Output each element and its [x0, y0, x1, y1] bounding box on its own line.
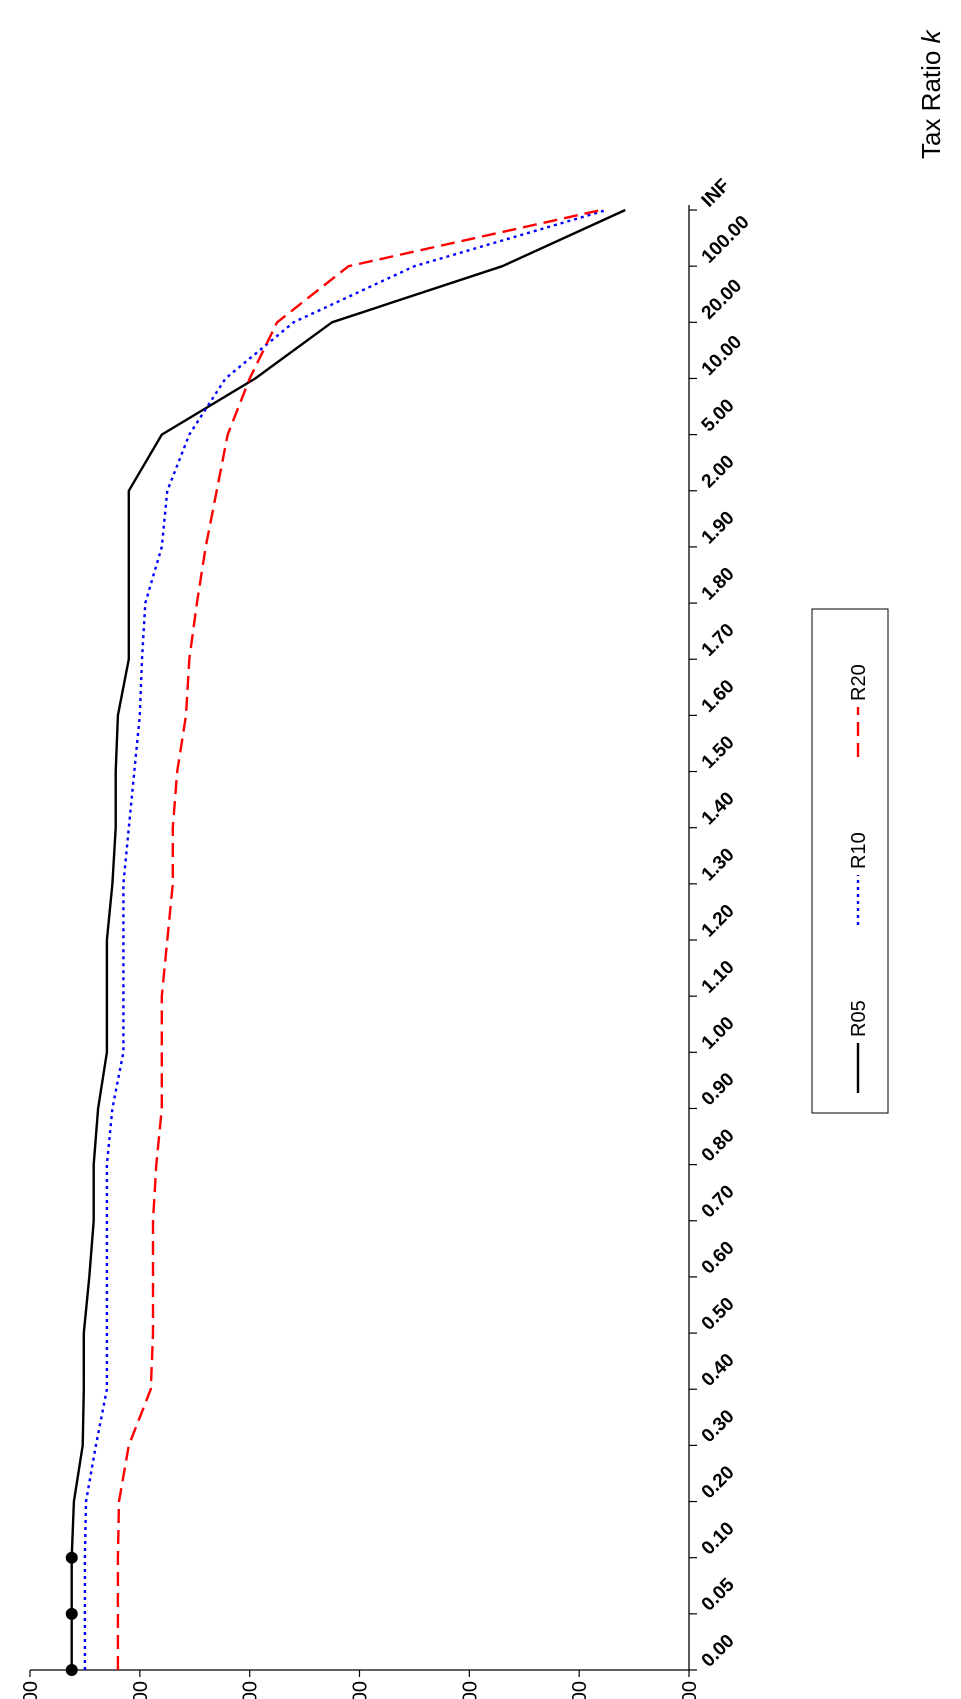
- x-tick-label: 1.00: [698, 1013, 739, 1054]
- x-tick-label: 5.00: [698, 395, 739, 436]
- x-tick-label: 100.00: [698, 212, 754, 268]
- series-lines: [70, 208, 626, 1670]
- legend-label-r10: R10: [848, 832, 870, 869]
- y-tick-label: 0.400: [679, 1681, 701, 1699]
- y-ticks: 0.400 0.500 0.600 0.700 0.800 0.900 1.000: [20, 1670, 701, 1699]
- x-tick-label: 1.50: [698, 732, 739, 773]
- x-tick-label: 0.60: [698, 1237, 739, 1278]
- series-marker: [65, 1551, 78, 1564]
- x-tick-label: 0.30: [698, 1406, 739, 1447]
- series-markers: [65, 1551, 78, 1676]
- x-tick-label: 1.10: [698, 957, 739, 998]
- x-tick-label: 0.40: [698, 1350, 739, 1391]
- series-marker: [65, 1607, 78, 1620]
- x-tick-label: 0.00: [698, 1631, 739, 1672]
- x-tick-label: 0.80: [698, 1125, 739, 1166]
- x-tick-label: 1.90: [698, 507, 739, 548]
- x-tick-label: 0.70: [698, 1181, 739, 1222]
- series-line-r05: [70, 208, 626, 1670]
- y-tick-label: 0.700: [350, 1681, 372, 1699]
- x-tick-label: 0.20: [698, 1462, 739, 1503]
- x-tick-label: 1.60: [698, 676, 739, 717]
- y-tick-label: 0.900: [130, 1681, 152, 1699]
- x-tick-label: 1.40: [698, 788, 739, 829]
- chart-title-italic: k: [916, 28, 946, 43]
- x-tick-label: 2.00: [698, 451, 739, 492]
- chart-title: Tax Ratio k: [916, 28, 946, 159]
- legend-box: [811, 608, 889, 1114]
- series-marker: [65, 1664, 78, 1676]
- legend-label-r20: R20: [848, 664, 870, 701]
- series-line-r10: [83, 208, 607, 1670]
- y-tick-label: 0.500: [569, 1681, 591, 1699]
- series-line-r20: [116, 208, 602, 1670]
- x-tick-label: 0.05: [698, 1574, 739, 1615]
- y-tick-label: 0.600: [459, 1681, 481, 1699]
- x-tick-label: 10.00: [698, 332, 746, 380]
- x-tick-label: 1.80: [698, 564, 739, 605]
- x-tick-label: 0.90: [698, 1069, 739, 1110]
- x-tick-label: 1.30: [698, 844, 739, 885]
- plot-area: 0.400 0.500 0.600 0.700 0.800 0.900 1.000 0.00…: [20, 28, 946, 1699]
- legend: R05 R10 R20: [811, 608, 889, 1114]
- x-tick-label: 20.00: [698, 275, 746, 323]
- legend-label-r05: R05: [848, 1000, 870, 1037]
- x-tick-label: 1.20: [698, 901, 739, 942]
- x-tick-label: 0.10: [698, 1518, 739, 1559]
- x-ticks: 0.00 0.05 0.10 0.20 0.30 0.40 0.50 0.60 0.70 0.80…: [689, 175, 754, 1672]
- x-tick-label: 0.50: [698, 1294, 739, 1335]
- x-tick-label: 1.70: [698, 620, 739, 661]
- chart-title-text: Tax Ratio: [916, 43, 946, 159]
- y-tick-label: 0.800: [240, 1681, 262, 1699]
- y-tick-label: 1.000: [20, 1681, 42, 1699]
- x-tick-label: INF: [698, 175, 734, 211]
